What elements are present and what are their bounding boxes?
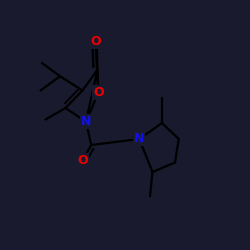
Text: N: N bbox=[81, 115, 91, 128]
Text: O: O bbox=[90, 35, 101, 48]
Text: O: O bbox=[93, 86, 104, 99]
Text: O: O bbox=[78, 154, 88, 166]
Text: N: N bbox=[134, 132, 144, 145]
